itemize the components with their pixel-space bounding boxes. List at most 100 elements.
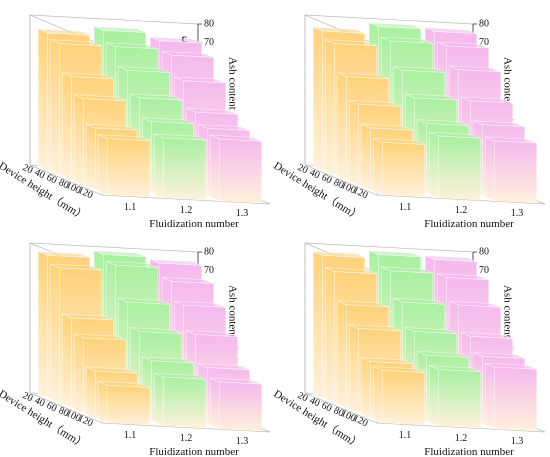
bar-top [425,255,477,262]
bar-side [62,72,72,181]
bar-side [349,99,359,186]
x-tick-label: 1.2 [180,205,193,216]
z-tick-label: 60 [320,400,334,414]
bar-top [186,108,238,115]
bar [219,381,262,432]
x-axis-label: Fluidization number [149,218,239,230]
bar-top [417,119,469,126]
z-tick-label: 40 [33,167,47,181]
bar-side [85,366,96,419]
x-axis-label: Fluidization number [424,218,514,230]
bar-top [425,27,477,34]
z-tick-label: 60 [45,172,59,186]
bar-top [349,100,401,107]
bar-top [369,22,421,29]
bar-side [153,372,164,427]
x-tick-label: 1.3 [236,436,249,447]
bar-top [373,138,425,145]
bar-top [142,356,194,364]
bar-side [97,381,108,424]
bar-top [94,250,146,257]
bar [494,366,537,432]
bar-side [38,251,48,399]
bar-top [154,133,206,141]
bar-top [381,266,433,274]
bar-top [429,365,481,372]
x-tick-label: 1.3 [511,208,524,219]
bar-top [38,28,90,36]
y-tick-label: 80 [479,246,489,257]
bar-top [361,357,413,364]
z-tick-label: 20 [296,390,310,404]
bar-top [174,76,226,84]
bar-top [461,96,513,104]
y-tick-label: 80 [479,18,489,29]
bar-top [186,330,238,337]
bar-top [313,251,365,258]
bar-side [313,26,323,171]
z-tick-label: 20 [296,162,310,176]
bar-side [485,362,495,430]
bar-side [361,357,371,419]
bar-side [337,72,347,181]
bar-top [62,72,114,80]
x-axis-label: Fluidization number [149,446,239,457]
bar-side [361,123,371,191]
bar-top [485,136,537,144]
z-tick-label: 80 [332,405,346,419]
z-tick-label: 60 [45,400,59,414]
bar-top [337,300,389,308]
bar [107,138,151,198]
bar-top [162,277,214,284]
bar-top [154,373,206,380]
bar [163,137,207,201]
x-tick-label: 1.1 [399,430,412,441]
bar-side [349,324,359,414]
bar [382,142,425,198]
bar-side [50,39,60,176]
bar-side [85,123,96,191]
z-tick-label: 20 [21,390,35,404]
bar-side [313,251,323,399]
bar-top [325,39,377,46]
bar-top [429,131,481,139]
bar-top [437,41,489,49]
x-tick-label: 1.1 [124,202,137,213]
bar-side [62,313,72,409]
y-tick-label: 80 [204,246,214,257]
bar-top [130,93,182,101]
bar-top [106,42,158,49]
bar-top [393,298,445,305]
bar-top [106,261,158,268]
bar-top [405,93,457,101]
bar [219,138,262,204]
bar-top [74,94,126,101]
x-tick-label: 1.1 [124,430,137,441]
bar-side [485,136,495,202]
z-tick-label: 80 [57,177,71,191]
bar-top [381,36,433,44]
bar [438,369,481,429]
bar [382,370,425,426]
bar-top [142,117,194,124]
bar-top [325,267,377,274]
bar-side [325,267,335,404]
y-tick-label: 70 [479,265,489,276]
bar-top [461,332,513,339]
y-tick-label: 70 [479,37,489,48]
bar-side [325,39,335,176]
x-tick-label: 1.2 [455,205,468,216]
bar-side [373,366,383,424]
bar-top [210,377,262,385]
bar-top [449,65,501,72]
bar-top [485,362,537,370]
bar-side [50,263,60,404]
bar-top [50,263,102,271]
bar [494,140,537,204]
z-tick-label: 20 [21,162,35,176]
bar-top [417,351,469,358]
bar-top [130,327,182,334]
bar-top [86,123,138,131]
bar-side [429,365,439,427]
